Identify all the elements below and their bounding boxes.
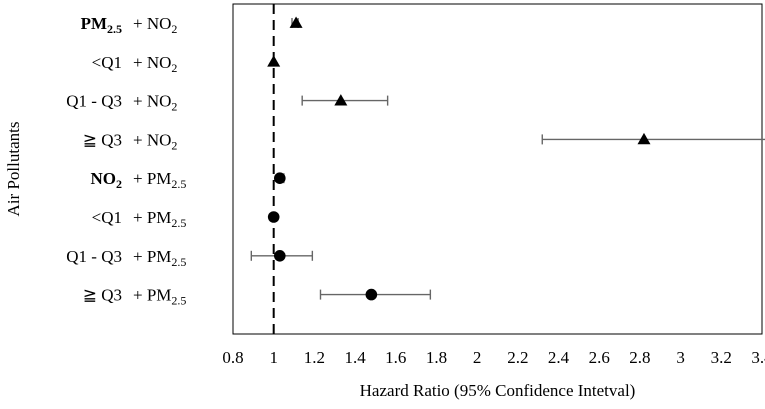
x-tick-label-group: 0.8 1 1.2 1.4 1.6 1.8 2 2.2 2.4 2.6 2.8 3 3.2 3.4 [222, 348, 765, 367]
row-label-main-text: Q1 - Q3 [66, 92, 122, 111]
row-label-adjust-sub: 2.5 [171, 255, 186, 269]
x-tick-label: 1.4 [344, 348, 366, 367]
row-label-main-sub: 2.5 [107, 22, 122, 36]
row-label-adjust-text: + NO [133, 92, 171, 111]
x-tick-label: 1.2 [304, 348, 325, 367]
x-tick-label: 1.8 [426, 348, 447, 367]
row-label-main-text: Q1 - Q3 [66, 247, 122, 266]
row-label-main-text: ≧ Q3 [83, 130, 122, 149]
row-label-main: <Q1 [92, 53, 122, 72]
row-label-adjust-sub: 2.5 [171, 216, 186, 230]
row-label-adjust: + PM2.5 [133, 208, 186, 230]
row-label-adjust-text: + NO [133, 53, 171, 72]
x-axis-title: Hazard Ratio (95% Confidence Intetval) [360, 381, 636, 400]
x-tick-label: 3.4 [751, 348, 765, 367]
row-label-main: Q1 - Q3 [66, 92, 122, 111]
circle-marker [267, 211, 280, 223]
row-label-adjust-text: + PM [133, 169, 171, 188]
x-tick-label: 2.6 [589, 348, 610, 367]
x-tick-label: 2.4 [548, 348, 570, 367]
row-label-adjust-sub: 2 [171, 22, 177, 36]
error-bar [301, 95, 389, 106]
x-tick-label: 1.6 [385, 348, 406, 367]
row-label-adjust-text: + NO [133, 130, 171, 149]
row-label-adjust: + NO2 [133, 130, 177, 152]
x-tick-label: 1 [269, 348, 278, 367]
circle-marker [273, 172, 286, 184]
row-label-adjust-text: + PM [133, 208, 171, 227]
x-tick-label: 2 [473, 348, 482, 367]
row-label-main-text: PM [81, 14, 107, 33]
row-label-adjust: + NO2 [133, 14, 177, 36]
x-tick-label: 2.8 [629, 348, 650, 367]
row-label-main-text: <Q1 [92, 53, 122, 72]
x-tick-label: 0.8 [222, 348, 243, 367]
row-label-adjust: + PM2.5 [133, 247, 186, 269]
row-label-main-text: <Q1 [92, 208, 122, 227]
y-axis-title: Air Pollutants [4, 122, 23, 217]
row-label-adjust-sub: 2 [171, 100, 177, 114]
row-label-main-sub: 2 [116, 177, 122, 191]
row-label-adjust-sub: 2.5 [171, 177, 186, 191]
row-label-adjust: + NO2 [133, 53, 177, 75]
row-label-adjust-text: + NO [133, 14, 171, 33]
circle-marker [273, 250, 286, 262]
error-bar [541, 134, 765, 145]
row-label-main-text: ≧ Q3 [83, 286, 122, 305]
x-tick-label: 3.2 [711, 348, 732, 367]
triangle-marker [637, 132, 651, 145]
row-label-adjust-text: + PM [133, 247, 171, 266]
row-label-adjust: + NO2 [133, 92, 177, 114]
row-label-main: ≧ Q3 [83, 286, 122, 305]
row-label-main: NO2 [91, 169, 123, 191]
row-label-main-text: NO [91, 169, 117, 188]
row-label-main: <Q1 [92, 208, 122, 227]
triangle-marker [334, 94, 348, 106]
marker-group [267, 16, 651, 301]
row-label-adjust: + PM2.5 [133, 169, 186, 191]
plot-frame [232, 3, 763, 335]
plot-border [232, 3, 763, 335]
row-label-adjust-text: + PM [133, 286, 171, 305]
row-label-adjust-sub: 2 [171, 61, 177, 75]
row-label-adjust-sub: 2 [171, 138, 177, 152]
triangle-marker [267, 55, 281, 67]
row-label-adjust-sub: 2.5 [171, 294, 186, 308]
row-label-main: Q1 - Q3 [66, 247, 122, 266]
row-label-main: PM2.5 [81, 14, 122, 36]
row-label-main: ≧ Q3 [83, 130, 122, 149]
x-tick-label: 3 [676, 348, 685, 367]
x-tick-label: 2.2 [507, 348, 528, 367]
row-label-adjust: + PM2.5 [133, 286, 186, 308]
circle-marker [365, 288, 378, 301]
error-bar-group [250, 18, 765, 300]
triangle-marker [289, 16, 303, 28]
